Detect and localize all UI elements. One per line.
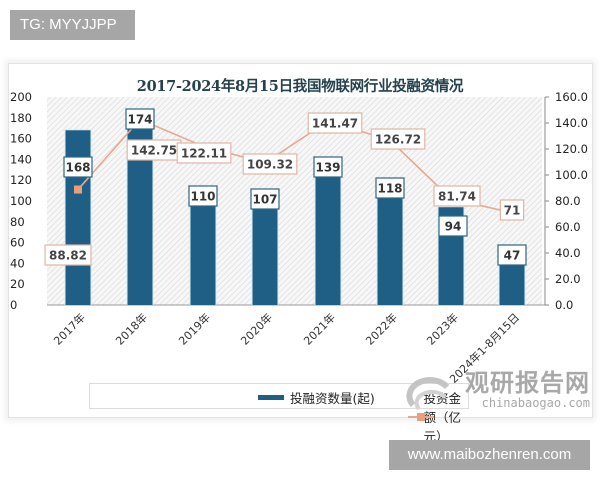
x-category-label: 2022年	[363, 310, 400, 347]
x-category-label: 2018年	[113, 310, 150, 347]
line-marker-swatch-icon	[408, 412, 434, 422]
bar-swatch-icon	[258, 395, 284, 400]
right-tick-label: 40.0	[555, 246, 581, 260]
line-value-box	[176, 142, 232, 164]
bar	[315, 160, 341, 305]
left-tick-label: 20	[10, 277, 25, 291]
tg-badge: TG: MYYJJPP	[10, 10, 135, 40]
line-value-label: 141.47	[312, 117, 358, 131]
line-value-box	[370, 128, 426, 150]
bar-value-box	[497, 244, 527, 266]
legend-item-amount: 投资金额（亿元）	[408, 388, 468, 445]
watermark: 观研报告网 chinabaogao.com	[450, 370, 590, 415]
left-tick-label: 180	[10, 111, 32, 125]
bar	[190, 190, 216, 305]
chart-title: 2017-2024年8月15日我国物联网行业投融资情况	[136, 78, 464, 95]
x-category-label: 2017年	[51, 310, 88, 347]
data-labels: 168 174 110 107 139 118 94 47 88.82 142.75 122.11 1…	[44, 108, 527, 266]
bar-value-label: 47	[504, 249, 521, 263]
bar-value-box	[375, 177, 405, 199]
bar-value-label: 174	[127, 113, 152, 127]
chart-legend: 投融资数量(起) 投资金额（亿元）	[89, 383, 469, 444]
line-value-box	[44, 244, 92, 266]
line-value-box	[433, 185, 481, 207]
line-value-label: 109.32	[247, 158, 293, 172]
x-category-label: 2020年	[238, 310, 275, 347]
bar-value-box	[250, 188, 280, 210]
left-tick-label: 140	[10, 152, 32, 166]
watermark-en: chinabaogao.com	[481, 396, 590, 410]
line-value-label: 81.74	[438, 190, 476, 204]
bar-value-label: 139	[315, 161, 340, 175]
x-category-label: 2019年	[176, 310, 213, 347]
left-tick-label: 0	[10, 298, 17, 312]
x-category-label: 2021年	[301, 310, 338, 347]
line-value-label: 142.75	[131, 144, 177, 158]
line-value-label: 71	[504, 204, 521, 218]
legend-label-amount: 投资金额（亿元）	[423, 391, 462, 444]
right-tick-label: 160.0	[555, 90, 588, 104]
line-value-box	[499, 199, 525, 221]
bar-value-label: 118	[377, 182, 402, 196]
footer-url-badge: www.maibozhenren.com	[389, 440, 590, 470]
bar-value-label: 94	[445, 220, 462, 234]
line-value-box	[307, 112, 363, 134]
bar-value-box	[63, 156, 93, 178]
bar-value-box	[438, 215, 468, 237]
bar-value-label: 107	[252, 193, 277, 207]
right-tick-label: 100.0	[555, 168, 588, 182]
right-axis: 0.0 20.0 40.0 60.0 80.0 100.0 120.0 140.0 160.0	[544, 90, 588, 312]
left-axis: 0 20 40 60 80 100 120 140 160 180 200	[10, 90, 545, 312]
right-tick-label: 80.0	[555, 194, 581, 208]
right-tick-label: 20.0	[555, 272, 581, 286]
left-tick-label: 60	[10, 236, 25, 250]
watermark-cn: 观研报告网	[465, 369, 590, 397]
left-tick-label: 80	[10, 215, 25, 229]
line-value-label: 122.11	[181, 147, 227, 161]
bar-value-box	[188, 185, 218, 207]
x-category-label: 2023年	[424, 310, 461, 347]
legend-item-count: 投融资数量(起)	[258, 388, 375, 407]
watermark-logo-icon	[406, 377, 450, 411]
bar-value-box	[125, 108, 155, 130]
right-tick-label: 60.0	[555, 220, 581, 234]
bar-value-label: 168	[65, 161, 90, 175]
right-tick-label: 120.0	[555, 142, 588, 156]
right-tick-label: 140.0	[555, 116, 588, 130]
left-tick-label: 40	[10, 256, 25, 270]
bar-value-label: 110	[190, 190, 215, 204]
bar	[252, 193, 278, 305]
left-tick-label: 120	[10, 173, 32, 187]
bar	[377, 182, 403, 305]
right-tick-label: 0.0	[555, 298, 573, 312]
bar-value-box	[313, 156, 343, 178]
line-marker	[74, 185, 82, 194]
line-value-label: 88.82	[49, 249, 87, 263]
left-tick-label: 100	[10, 194, 32, 208]
left-tick-label: 200	[10, 90, 32, 104]
line-value-box	[242, 153, 298, 175]
left-tick-label: 160	[10, 132, 32, 146]
legend-label-count: 投融资数量(起)	[290, 391, 375, 406]
line-value-label: 126.72	[375, 133, 421, 147]
